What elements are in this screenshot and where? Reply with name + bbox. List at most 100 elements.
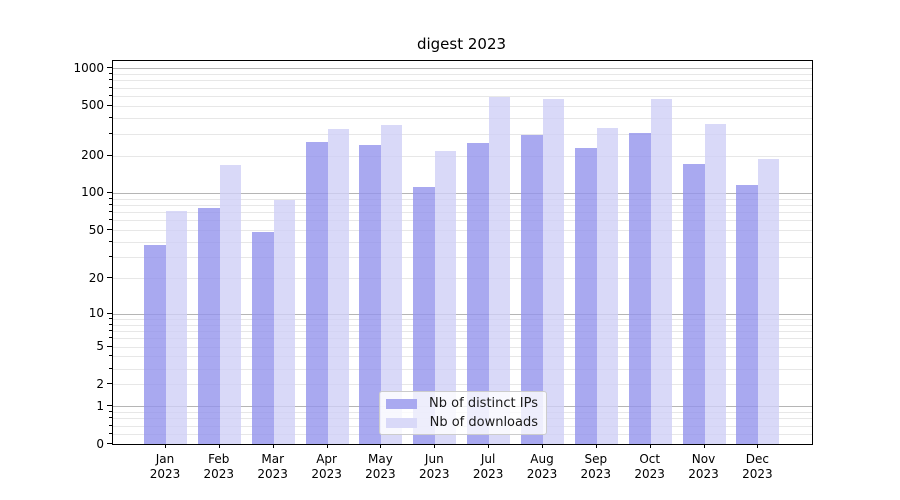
minor-gridline [113, 155, 812, 157]
bar [628, 133, 651, 444]
y-tick-label: 500 [81, 98, 104, 113]
y-minor-tick-mark [109, 424, 112, 426]
y-minor-tick-mark [109, 116, 112, 118]
x-tick-mark [542, 444, 543, 448]
x-tick-label: Dec 2023 [742, 452, 773, 481]
y-tick-mark [107, 443, 112, 444]
bar [413, 186, 436, 444]
y-tick-label: 20 [88, 270, 104, 285]
y-tick-label: 1 [96, 398, 104, 413]
x-tick-label: May 2023 [365, 452, 396, 481]
minor-gridline [113, 346, 812, 348]
y-minor-tick-mark [109, 355, 112, 357]
minor-gridline [113, 212, 812, 214]
y-minor-tick-mark [109, 433, 112, 435]
chart-title: digest 2023 [416, 35, 507, 53]
bar [467, 142, 490, 444]
y-minor-tick-mark [109, 197, 112, 199]
y-minor-tick-mark [109, 367, 112, 369]
minor-gridline [113, 257, 812, 259]
bar [435, 151, 457, 444]
major-gridline [113, 68, 812, 70]
x-tick-mark [595, 444, 597, 448]
bar [650, 99, 672, 444]
y-tick-label: 5 [96, 339, 104, 353]
minor-gridline [113, 324, 812, 326]
plot-area [112, 60, 813, 445]
minor-gridline [113, 204, 812, 206]
y-minor-tick-mark [109, 219, 112, 221]
legend-label-downloads: Nb of downloads [429, 415, 538, 430]
x-tick-label: Sep 2023 [580, 452, 612, 481]
minor-gridline [113, 230, 812, 232]
x-tick-label: Jan 2023 [149, 452, 181, 481]
bar [704, 124, 726, 444]
y-tick-mark [107, 405, 112, 407]
x-tick-label: Jul 2023 [472, 452, 504, 481]
x-tick-mark [757, 444, 759, 448]
y-minor-tick-mark [109, 317, 112, 319]
minor-gridline [113, 318, 812, 320]
bar [305, 141, 328, 444]
y-minor-tick-mark [109, 323, 112, 325]
y-minor-tick-mark [109, 72, 112, 74]
minor-gridline [113, 117, 812, 119]
x-tick-label: Nov 2023 [688, 452, 719, 481]
y-minor-tick-mark [109, 203, 112, 205]
y-minor-tick-mark [109, 411, 112, 412]
legend-item-distinct-ips: Nb of distinct IPs [386, 396, 538, 411]
y-tick-label: 100 [81, 185, 104, 200]
y-tick-mark [107, 345, 112, 347]
y-minor-tick-mark [109, 211, 112, 213]
y-tick-mark [107, 104, 112, 106]
minor-gridline [113, 105, 812, 107]
bar [758, 159, 780, 444]
bar [144, 244, 166, 444]
bar [596, 128, 618, 444]
major-gridline [113, 313, 812, 315]
x-tick-mark [218, 444, 220, 448]
bar [520, 135, 543, 444]
bar [574, 147, 597, 444]
bar [381, 124, 403, 444]
x-tick-label: Aug 2023 [526, 452, 558, 481]
y-tick-mark [107, 154, 112, 156]
x-tick-mark [380, 444, 382, 448]
minor-gridline [113, 242, 812, 243]
x-tick-label: Mar 2023 [257, 452, 288, 481]
bar [251, 232, 274, 444]
x-tick-label: Oct 2023 [634, 452, 665, 481]
minor-gridline [113, 368, 812, 370]
y-minor-tick-mark [109, 241, 112, 242]
minor-gridline [113, 384, 812, 386]
minor-gridline [113, 133, 812, 135]
y-tick-mark [107, 277, 112, 279]
x-tick-label: Jun 2023 [419, 452, 450, 481]
x-tick-mark [649, 444, 651, 448]
y-tick-label: 10 [88, 306, 104, 320]
bar [273, 199, 295, 444]
bar [489, 97, 511, 444]
minor-gridline [113, 73, 812, 75]
minor-gridline [113, 80, 812, 82]
bar [197, 208, 220, 444]
y-minor-tick-mark [109, 329, 112, 331]
minor-gridline [113, 87, 812, 89]
bar [359, 145, 382, 444]
y-tick-mark [107, 312, 112, 314]
legend-item-downloads: Nb of downloads [386, 415, 538, 430]
minor-gridline [113, 278, 812, 280]
y-tick-label: 1000 [73, 60, 104, 75]
x-tick-mark [703, 444, 705, 448]
legend-swatch-downloads [386, 417, 417, 428]
bar [166, 210, 187, 444]
y-minor-tick-mark [109, 79, 112, 81]
y-minor-tick-mark [109, 132, 112, 134]
y-minor-tick-mark [109, 256, 112, 258]
legend: Nb of distinct IPs Nb of downloads [379, 391, 547, 435]
minor-gridline [113, 220, 812, 222]
y-tick-mark [107, 191, 112, 193]
legend-label-distinct-ips: Nb of distinct IPs [429, 396, 538, 411]
bar [542, 98, 564, 444]
